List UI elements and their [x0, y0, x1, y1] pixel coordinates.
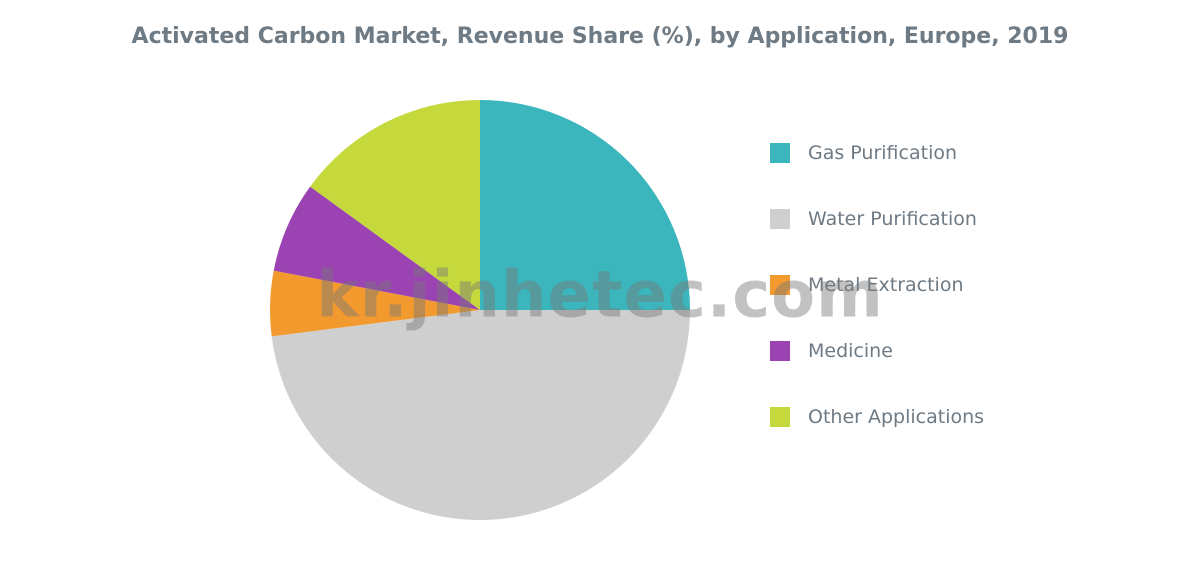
legend-swatch: [770, 209, 790, 229]
legend-label: Medicine: [808, 340, 893, 362]
chart-area: Gas Purification Water Purification Metal …: [0, 100, 1200, 540]
pie-slice: [272, 310, 690, 520]
legend-label: Other Applications: [808, 406, 984, 428]
legend-label: Metal Extraction: [808, 274, 964, 296]
legend: Gas Purification Water Purification Metal …: [770, 142, 984, 428]
legend-item: Other Applications: [770, 406, 984, 428]
legend-swatch: [770, 275, 790, 295]
legend-item: Gas Purification: [770, 142, 984, 164]
legend-label: Water Purification: [808, 208, 977, 230]
legend-item: Water Purification: [770, 208, 984, 230]
pie-chart: [270, 100, 690, 520]
legend-item: Medicine: [770, 340, 984, 362]
legend-item: Metal Extraction: [770, 274, 984, 296]
legend-swatch: [770, 341, 790, 361]
legend-swatch: [770, 407, 790, 427]
chart-title: Activated Carbon Market, Revenue Share (…: [0, 0, 1200, 49]
pie-slice: [480, 100, 690, 310]
legend-label: Gas Purification: [808, 142, 957, 164]
legend-swatch: [770, 143, 790, 163]
